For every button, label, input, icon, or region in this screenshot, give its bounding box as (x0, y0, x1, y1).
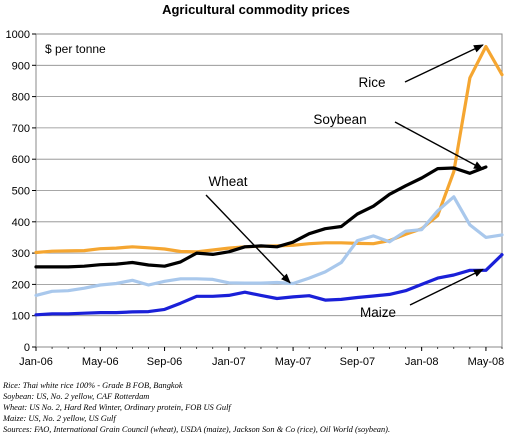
series-lines (34, 44, 504, 317)
annotation-maize: Maize (360, 305, 396, 320)
y-tick-label-700: 700 (12, 123, 30, 135)
series-line-wheat (34, 195, 504, 297)
x-tick-label-Sep-07: Sep-07 (340, 356, 375, 368)
x-tick-label-May-07: May-07 (275, 356, 312, 368)
x-tick-label-Jan-08: Jan-08 (405, 356, 439, 368)
annotation-arrow-soybean (394, 121, 484, 170)
y-tick-label-800: 800 (12, 92, 30, 104)
x-tick-label-May-06: May-06 (82, 356, 119, 368)
series-line-maize (34, 253, 504, 317)
chart-title: Agricultural commodity prices (162, 2, 350, 17)
y-tick-label-500: 500 (12, 186, 30, 198)
unit-label: $ per tonne (45, 42, 106, 56)
footnotes: Rice: Thai white rice 100% - Grade B FOB… (3, 380, 390, 435)
x-tick-label-Jan-07: Jan-07 (212, 356, 246, 368)
series-line-soybean (34, 165, 488, 269)
footnote-wheat: Wheat: US No. 2, Hard Red Winter, Ordina… (3, 403, 231, 412)
footnote-soybean: Soybean: US, No. 2 yellow, CAF Rotterdam (3, 392, 150, 401)
line-chart: 0 100 200 300 400 500 600 700 800 900 1000 Jan-06 Ma… (6, 29, 505, 368)
footnote-sources: Sources: FAO, International Grain Counci… (3, 425, 391, 434)
grid-lines (36, 33, 502, 317)
annotation-soybean: Soybean (313, 112, 366, 127)
y-tick-label-600: 600 (12, 154, 30, 166)
x-tick-label-Sep-06: Sep-06 (147, 356, 182, 368)
footnote-maize: Maize: US, No. 2 yellow, US Gulf (3, 414, 116, 423)
x-tick-label-May-08: May-08 (468, 356, 505, 368)
tick-labels: 0 100 200 300 400 500 600 700 800 900 1000 Jan-06 Ma… (6, 29, 505, 368)
y-tick-label-200: 200 (12, 279, 30, 291)
y-tick-label-1000: 1000 (6, 29, 30, 41)
axes (32, 33, 503, 351)
annotation-arrow-rice (404, 44, 484, 83)
annotation-wheat: Wheat (208, 174, 247, 189)
annotation-arrow-maize (409, 268, 484, 306)
y-tick-label-0: 0 (24, 342, 30, 354)
y-tick-label-300: 300 (12, 248, 30, 260)
footnote-rice: Rice: Thai white rice 100% - Grade B FOB… (3, 381, 183, 390)
y-tick-label-400: 400 (12, 217, 30, 229)
annotation-rice: Rice (358, 75, 385, 90)
x-tick-label-Jan-06: Jan-06 (19, 356, 53, 368)
y-tick-label-100: 100 (12, 311, 30, 323)
annotations: Rice Soybean Wheat Maize (205, 44, 484, 320)
annotation-arrow-wheat (205, 194, 291, 284)
y-tick-label-900: 900 (12, 60, 30, 72)
